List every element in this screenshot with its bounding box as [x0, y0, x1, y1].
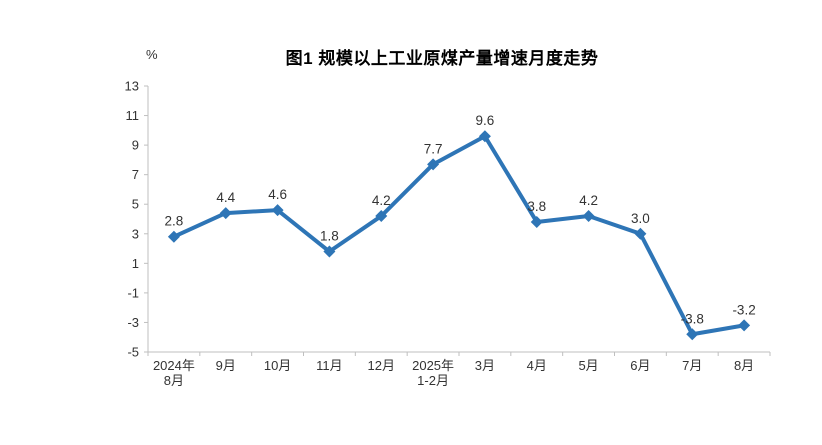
data-label: 4.6	[268, 187, 287, 202]
data-label: 4.2	[579, 193, 598, 208]
x-tick-label: 12月	[368, 358, 395, 373]
x-tick-label: 6月	[630, 358, 650, 373]
x-tick-label: 5月	[578, 358, 598, 373]
data-label: 7.7	[424, 141, 443, 156]
data-label: 2.8	[165, 214, 184, 229]
data-label: 9.6	[476, 113, 495, 128]
data-point-marker	[323, 245, 336, 258]
x-tick-label: 11月	[316, 358, 343, 373]
y-tick-label: 7	[132, 167, 139, 182]
data-point-marker	[530, 215, 543, 228]
data-label: -3.2	[732, 302, 755, 317]
data-point-marker	[686, 328, 699, 341]
data-point-marker	[271, 204, 284, 217]
y-tick-label: 11	[126, 108, 140, 123]
y-tick-label: 3	[132, 226, 139, 241]
y-tick-label: 9	[132, 138, 139, 153]
data-point-marker	[478, 130, 491, 143]
x-tick-label: 2025年 1-2月	[412, 358, 454, 388]
y-tick-label: 13	[125, 79, 139, 94]
x-tick-label: 2024年 8月	[153, 358, 195, 388]
y-tick-label: 1	[132, 256, 139, 271]
data-label: 3.0	[631, 211, 650, 226]
data-line	[171, 134, 747, 337]
chart-title: 图1 规模以上工业原煤产量增速月度走势	[285, 49, 599, 68]
data-label: 1.8	[320, 229, 339, 244]
data-label: 3.8	[527, 199, 546, 214]
x-tick-label: 10月	[264, 358, 291, 373]
x-tick-label: 3月	[475, 358, 495, 373]
y-tick-label: -3	[127, 315, 139, 330]
y-tick-label: 5	[132, 197, 139, 212]
x-tick-label: 9月	[216, 358, 236, 373]
y-tick-label: -1	[127, 285, 139, 300]
data-point-marker	[634, 227, 647, 240]
data-point-marker	[582, 210, 595, 223]
x-tick-label: 7月	[682, 358, 702, 373]
data-point-marker	[738, 319, 751, 332]
y-tick-label: -5	[127, 345, 139, 360]
y-axis-unit-label: %	[146, 47, 158, 62]
data-point-marker	[167, 230, 180, 243]
data-point-marker	[375, 210, 388, 223]
x-tick-label: 8月	[734, 358, 754, 373]
data-label: 4.4	[216, 190, 235, 205]
data-point-marker	[219, 207, 232, 220]
x-tick-label: 4月	[527, 358, 547, 373]
data-point-marker	[427, 158, 440, 171]
data-label: 4.2	[372, 193, 391, 208]
data-label: -3.8	[681, 311, 704, 326]
